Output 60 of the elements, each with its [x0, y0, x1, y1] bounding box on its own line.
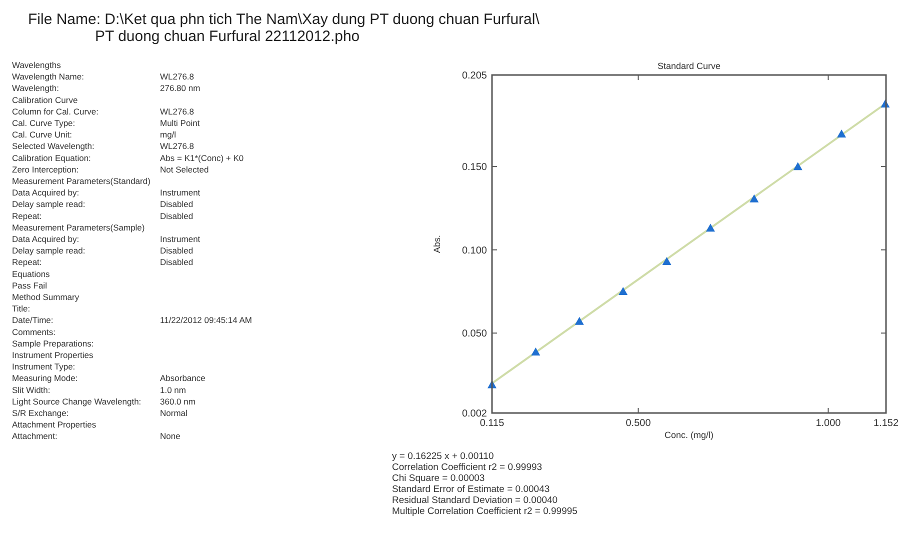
y-tick-label: 0.050 — [462, 328, 488, 340]
y-tick-label: 0.150 — [462, 162, 488, 174]
point — [574, 316, 584, 325]
text: File Name: D:\Ket qua phn tich The Nam\Xay dung PT duong chuan Furfural\PT duong chuan Furfural 22112012.pho — [28, 11, 540, 45]
text: y = 0.16225 x + 0.00110 — [392, 451, 494, 462]
text: Data Acquired by: Instrument — [12, 188, 200, 198]
text: Repeat: Disabled — [12, 210, 194, 221]
text: Attachment Properties — [12, 420, 96, 430]
text: Repeat: Disabled — [12, 257, 194, 268]
point — [618, 286, 628, 295]
text: Cal. Curve Type: Multi Point — [12, 118, 200, 128]
point — [750, 194, 759, 202]
text: Calibration Curve — [12, 94, 78, 105]
x-axis-title: Conc. (mg/l) — [664, 430, 714, 440]
text: Selected Wavelength: WL276.8 — [12, 141, 194, 152]
y-tick-label: 0.002 — [462, 408, 488, 420]
x-tick-label: 1.000 — [816, 418, 842, 429]
text: Date/Time: 11/22/2012 09:45:14 AM — [12, 315, 252, 326]
text: Method Summary — [12, 292, 80, 302]
text: Zero Interception: Not Selected — [12, 164, 209, 174]
text: Light Source Change Wavelength: 360.0 nm — [12, 396, 196, 406]
text: Instrument Type: — [12, 362, 76, 372]
point — [706, 224, 715, 232]
point — [793, 162, 802, 170]
text: Equations — [12, 268, 50, 279]
text: Correlation Coefficient r2 = 0.99993 — [392, 462, 542, 473]
text: Attachment: None — [12, 431, 180, 442]
text: Wavelength: 276.80 nm — [12, 83, 200, 94]
text: Column for Cal. Curve: WL276.8 — [12, 106, 194, 116]
y-tick-label: 0.100 — [462, 245, 488, 256]
y-tick-label: 0.205 — [462, 70, 488, 82]
text: Slit Width: 1.0 nm — [12, 384, 186, 395]
text: Sample Preparations: — [12, 338, 94, 348]
text: Chi Square = 0.00003 — [392, 473, 485, 484]
text: Pass Fail — [12, 280, 48, 290]
text: Residual Standard Deviation = 0.00040 — [392, 495, 558, 506]
text: Measurement Parameters(Standard) — [12, 176, 151, 186]
chart-title: Standard Curve — [657, 61, 721, 71]
text: Wavelength Name: WL276.8 — [12, 72, 194, 82]
text: Data Acquired by: Instrument — [12, 234, 200, 244]
text: Standard Error of Estimate = 0.00043 — [392, 484, 550, 495]
point — [837, 129, 846, 138]
text: Cal. Curve Unit: mg/l — [12, 130, 176, 140]
x-tick-label: 0.115 — [480, 418, 505, 429]
x-tick-label: 1.152 — [873, 418, 899, 429]
text: Delay sample read: Disabled — [12, 199, 194, 210]
text: Instrument Properties — [12, 350, 94, 360]
text: Comments: — [12, 326, 56, 337]
text: Delay sample read: Disabled — [12, 246, 194, 256]
y-axis-title: Abs. — [432, 234, 442, 254]
text: Calibration Equation: Abs = K1*(Conc) + K0 — [12, 152, 244, 163]
text: Measuring Mode: Absorbance — [12, 373, 206, 384]
x-tick-label: 0.500 — [626, 418, 652, 429]
text: Wavelengths — [12, 60, 61, 70]
text: S/R Exchange: Normal — [12, 408, 188, 418]
text: Title: — [12, 304, 30, 314]
text: Multiple Correlation Coefficient r2 = 0.99995 — [392, 506, 578, 517]
point — [662, 256, 672, 265]
text: Measurement Parameters(Sample) — [12, 222, 145, 232]
point — [531, 348, 540, 356]
